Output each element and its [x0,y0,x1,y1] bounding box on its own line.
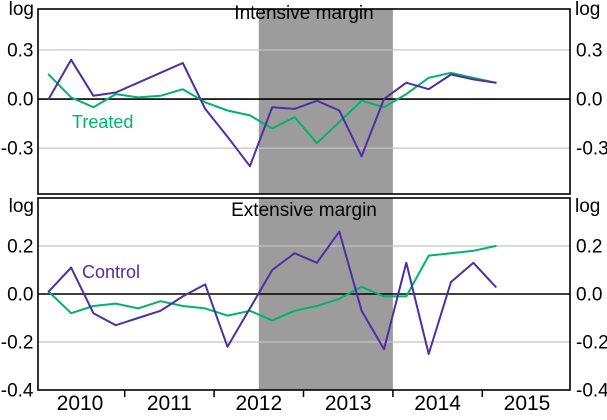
y-tick-label-left: 0.3 [7,40,33,61]
treated-series-label: Treated [72,112,134,132]
panel-frame [37,8,571,195]
x-year-label: 2011 [147,392,192,415]
y-tick-label-left: -0.4 [1,381,34,402]
panel-title-intensive: Intensive margin [234,3,374,24]
y-tick-label-right: 0.0 [576,90,602,111]
x-year-label: 2014 [414,392,461,415]
y-tick-label-left: 0.2 [7,237,33,258]
y-tick-label-left: -0.2 [1,333,34,354]
series-line-treated [47,71,497,145]
y-tick-label-right: 0.0 [576,285,602,306]
y-tick-label-left: 0.0 [7,90,33,111]
series-line-control [47,230,497,355]
y-axis-unit-label-bottom-right: log [575,196,601,217]
y-tick-label-right: 0.2 [576,237,602,258]
y-tick-label-right: 0.3 [576,40,602,61]
y-tick-label-right: -0.4 [576,381,607,402]
y-tick-label-left: -0.3 [1,139,34,160]
panel-title-extensive: Extensive margin [231,200,377,221]
y-tick-label-right: -0.3 [576,139,607,160]
x-year-label: 2015 [504,392,551,415]
series-line-treated [47,245,497,322]
x-year-label: 2013 [325,392,372,415]
x-year-label: 2012 [235,392,282,415]
y-axis-unit-label-bottom-left: log [8,196,34,217]
y-tick-label-right: -0.2 [576,333,607,354]
y-tick-label-left: 0.0 [7,285,33,306]
y-axis-unit-label-top-left: log [8,0,34,20]
series-line-control [47,58,497,168]
x-year-label: 2010 [57,392,104,415]
shaded-policy-band [258,9,393,194]
control-series-label: Control [82,262,141,282]
y-axis-unit-label-top-right: log [575,0,601,20]
